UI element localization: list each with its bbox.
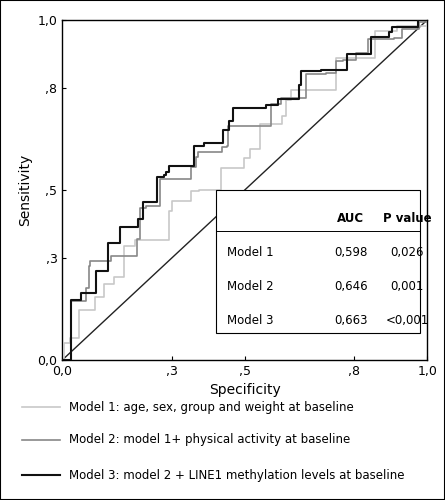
Text: 0,663: 0,663: [334, 314, 367, 328]
Text: P value: P value: [383, 212, 432, 226]
Bar: [215, 190, 420, 333]
Text: Model 3: Model 3: [227, 314, 273, 328]
Text: Model 1: age, sex, group and weight at baseline: Model 1: age, sex, group and weight at b…: [69, 400, 353, 413]
Text: Model 3: model 2 + LINE1 methylation levels at baseline: Model 3: model 2 + LINE1 methylation lev…: [69, 468, 404, 481]
X-axis label: Specificity: Specificity: [209, 384, 281, 398]
Y-axis label: Sensitivity: Sensitivity: [18, 154, 32, 226]
Text: 0,646: 0,646: [334, 280, 368, 293]
Text: 0,001: 0,001: [390, 280, 424, 293]
Text: 0,598: 0,598: [334, 246, 367, 260]
Text: 0,026: 0,026: [390, 246, 424, 260]
Text: Model 2: Model 2: [227, 280, 273, 293]
Text: AUC: AUC: [337, 212, 364, 226]
Text: Model 1: Model 1: [227, 246, 273, 260]
Text: <0,001: <0,001: [385, 314, 429, 328]
Text: Model 2: model 1+ physical activity at baseline: Model 2: model 1+ physical activity at b…: [69, 434, 350, 446]
